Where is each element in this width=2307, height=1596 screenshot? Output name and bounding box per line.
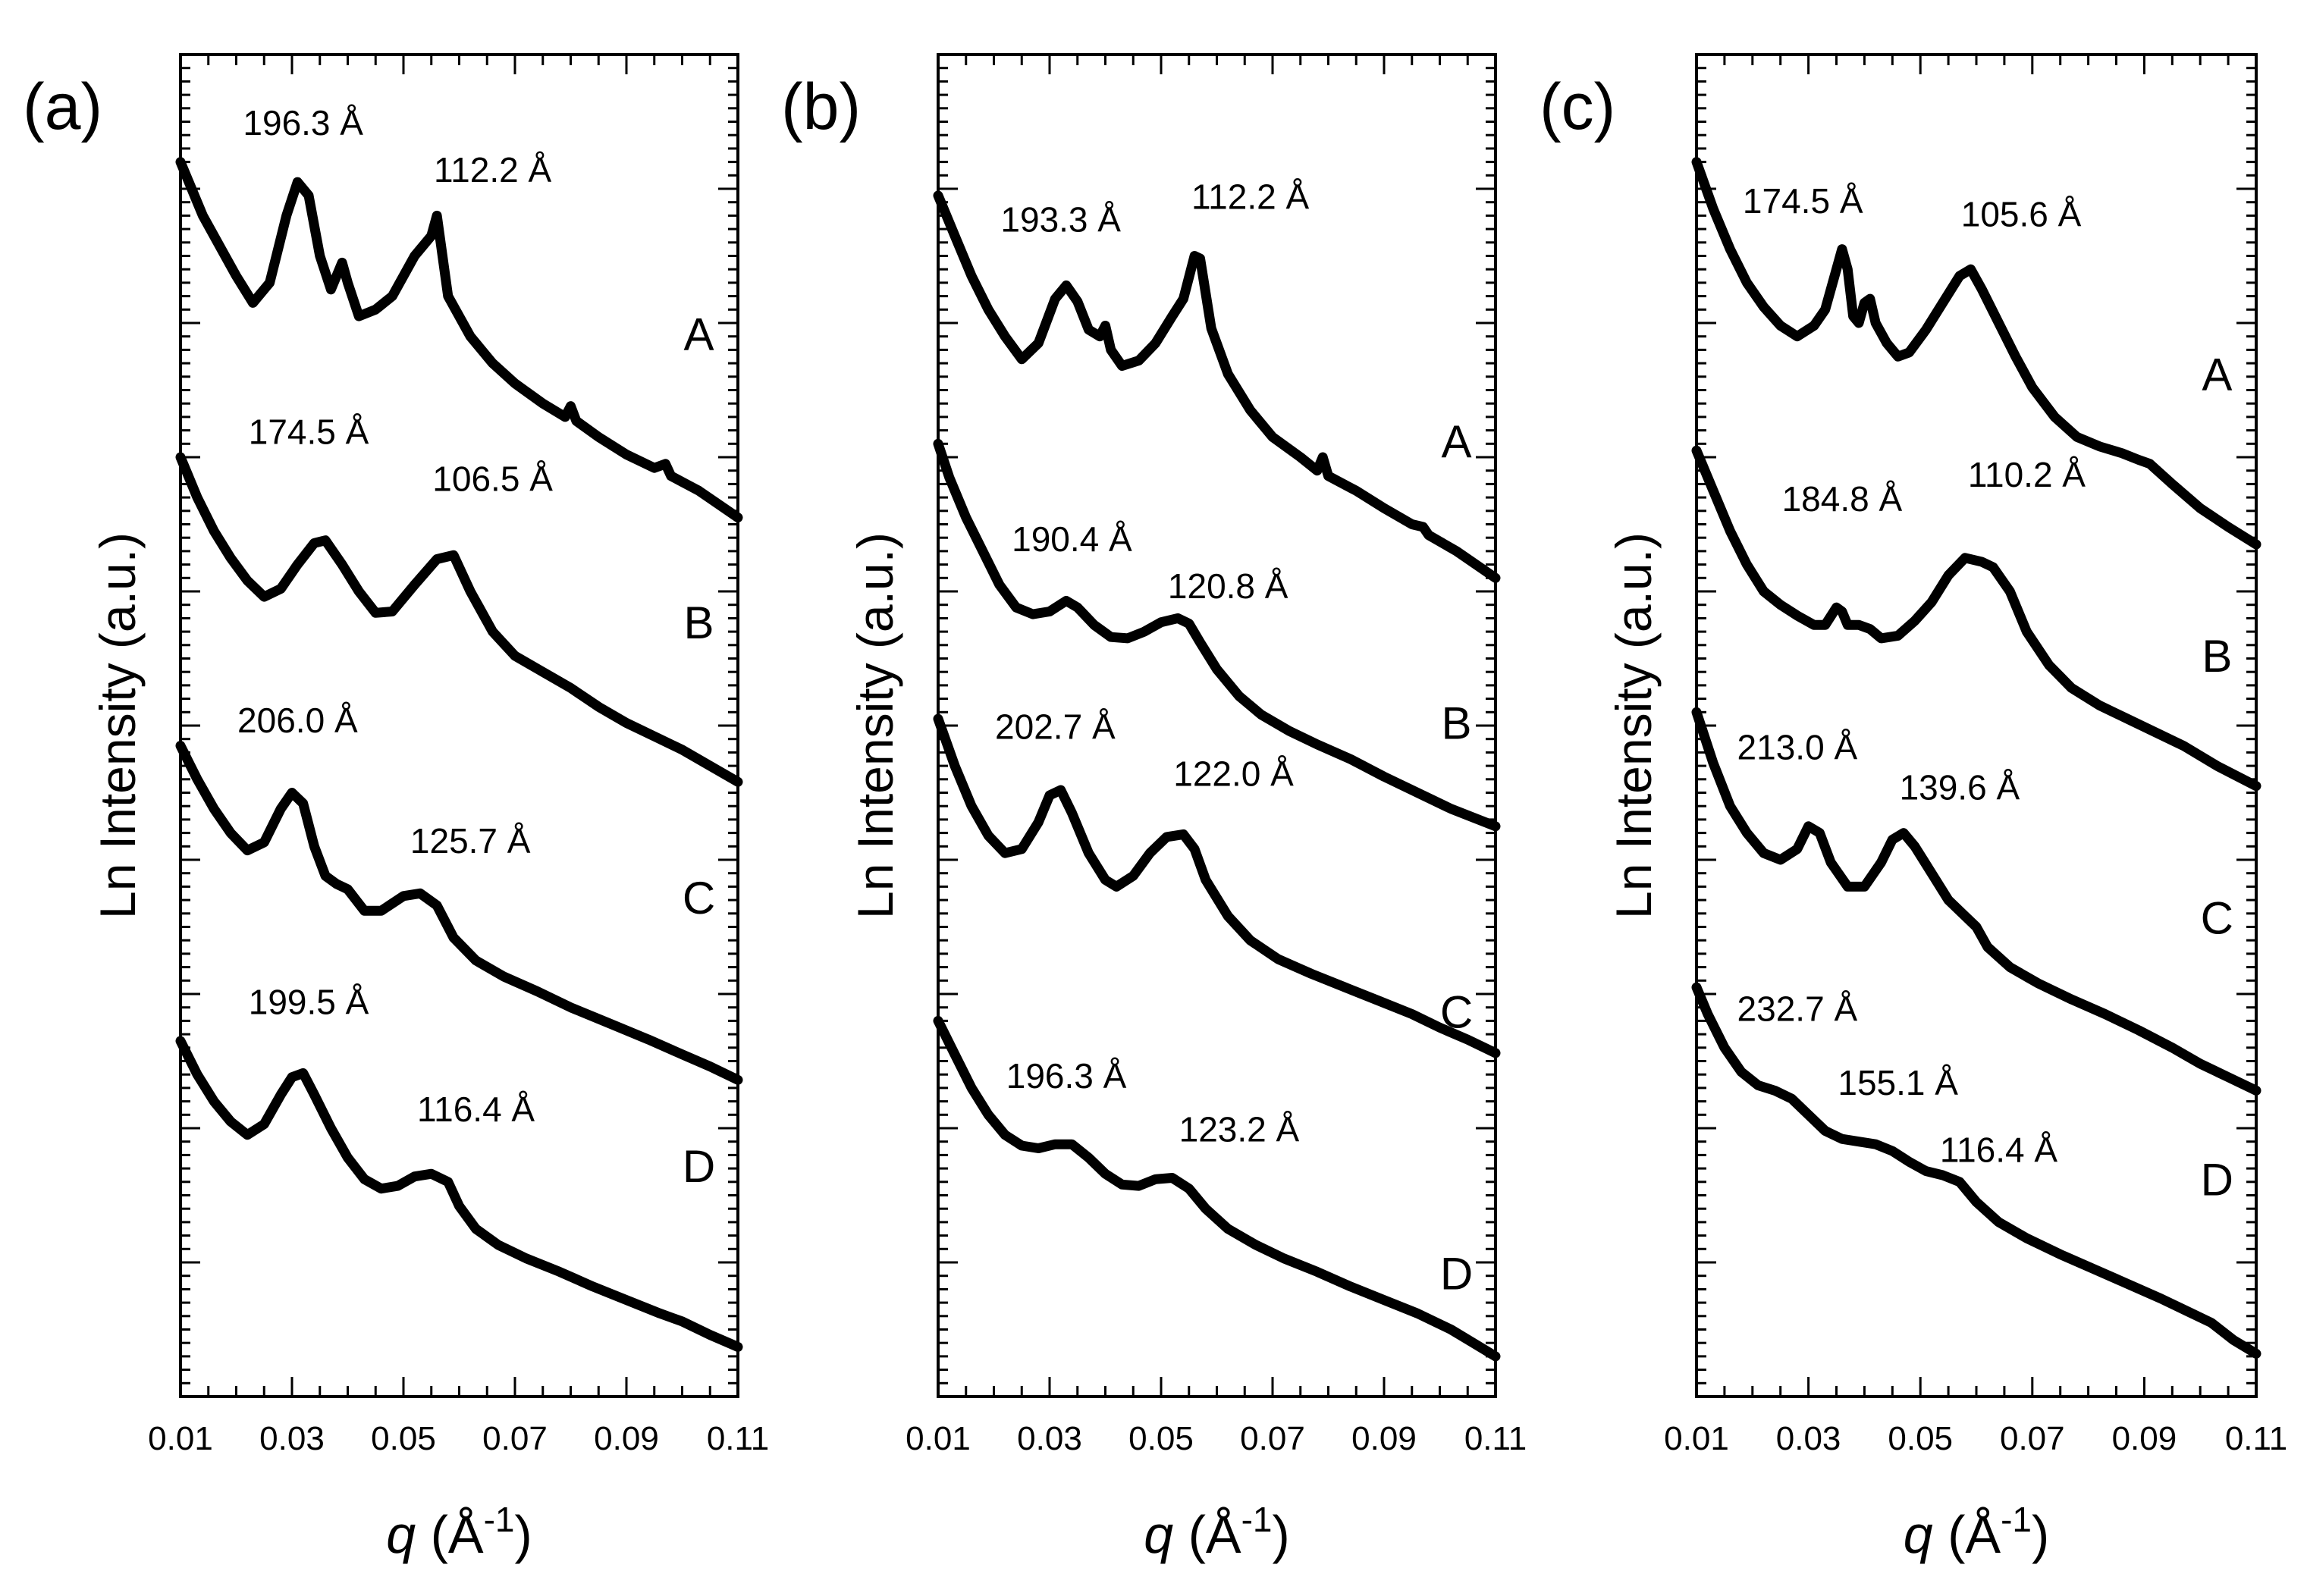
series-label-A: A <box>2202 350 2232 400</box>
peak-annotation: 174.5 Å <box>1743 181 1863 221</box>
series-curve-D <box>175 1036 743 1352</box>
series-curve-A <box>1691 157 2261 550</box>
peak-annotation: 199.5 Å <box>249 983 369 1022</box>
x-axis-label-part: q <box>1904 1505 1948 1564</box>
x-axis-label-part: (Å <box>1948 1505 2001 1564</box>
peak-annotation: 105.6 Å <box>1961 195 2082 234</box>
x-tick-label: 0.09 <box>1351 1420 1417 1457</box>
series-label-C: C <box>683 873 715 923</box>
x-tick-label: 0.01 <box>148 1420 213 1457</box>
panel-2: (b) Ln Intensity (a.u.) 0.01 0.03 0.05 0.07 0.… <box>781 53 1527 1564</box>
x-axis-label-part: -1 <box>1241 1500 1273 1539</box>
x-tick-label: 0.07 <box>1240 1420 1305 1457</box>
x-tick-label: 0.11 <box>2225 1420 2287 1457</box>
peak-annotation: 206.0 Å <box>237 701 358 740</box>
x-axis-label-part: (Å <box>431 1505 484 1564</box>
x-axis-label-part: q <box>386 1505 430 1564</box>
x-tick-label: 0.09 <box>2112 1420 2177 1457</box>
x-axis-label-part: ) <box>1272 1505 1289 1564</box>
series-curve-C <box>933 713 1501 1058</box>
x-axis-label-part: ) <box>514 1505 532 1564</box>
x-tick-label: 0.01 <box>1664 1420 1729 1457</box>
peak-annotation: 106.5 Å <box>432 459 553 498</box>
series-label-D: D <box>683 1141 715 1192</box>
series-label-D: D <box>2201 1155 2233 1206</box>
x-tick-label: 0.11 <box>1464 1420 1527 1457</box>
series-label-C: C <box>2201 892 2233 943</box>
peak-annotation: 110.2 Å <box>1968 455 2086 494</box>
series-curve-B <box>933 438 1501 832</box>
x-axis-label-part: -1 <box>2001 1500 2032 1539</box>
x-tick-label: 0.07 <box>482 1420 548 1457</box>
peak-annotation: 116.4 Å <box>1940 1130 2057 1169</box>
series-curve-D <box>1691 982 2261 1359</box>
peak-annotation: 139.6 Å <box>1900 767 2020 807</box>
x-tick-label: 0.05 <box>1888 1420 1953 1457</box>
peak-annotation: 155.1 Å <box>1838 1063 1958 1102</box>
peak-annotation: 202.7 Å <box>995 707 1116 747</box>
y-axis-label: Ln Intensity (a.u.) <box>847 532 903 919</box>
peak-annotation: 196.3 Å <box>1006 1056 1127 1096</box>
y-axis-label: Ln Intensity (a.u.) <box>1605 532 1662 919</box>
series-curve-B <box>1691 445 2261 792</box>
x-tick-label: 0.05 <box>1128 1420 1194 1457</box>
peak-annotation: 190.4 Å <box>1012 519 1132 559</box>
series-curve-C <box>175 741 743 1085</box>
peak-annotation: 116.4 Å <box>417 1090 535 1129</box>
peak-annotation: 174.5 Å <box>249 412 369 451</box>
peak-annotation: 232.7 Å <box>1737 989 1858 1028</box>
peak-annotation: 196.3 Å <box>243 103 363 143</box>
peak-annotation: 125.7 Å <box>410 821 531 861</box>
series-label-B: B <box>2202 631 2232 682</box>
series-curve-C <box>1691 707 2261 1096</box>
series-label-A: A <box>1442 416 1472 467</box>
x-tick-label: 0.01 <box>906 1420 971 1457</box>
x-tick-label: 0.03 <box>259 1420 325 1457</box>
panel-1: (a) Ln Intensity (a.u.) 0.01 0.03 0.05 0.07 0.… <box>23 53 769 1564</box>
peak-annotation: 120.8 Å <box>1168 566 1288 606</box>
x-tick-label: 0.11 <box>707 1420 769 1457</box>
panel-letter: (a) <box>23 71 102 143</box>
series-curve-B <box>175 452 743 787</box>
x-tick-label: 0.09 <box>594 1420 659 1457</box>
x-tick-label: 0.07 <box>2000 1420 2065 1457</box>
x-axis-label-part: (Å <box>1188 1505 1241 1564</box>
x-tick-label: 0.05 <box>371 1420 436 1457</box>
panel-letter: (c) <box>1540 71 1615 143</box>
panel-3: (c) Ln Intensity (a.u.) 0.01 0.03 0.05 0.07 0.… <box>1540 53 2287 1564</box>
series-label-B: B <box>1442 698 1472 749</box>
peak-annotation: 184.8 Å <box>1782 479 1903 519</box>
series-curve-A <box>175 157 743 523</box>
x-axis-label: q (Å-1) <box>386 1500 532 1564</box>
peak-annotation: 123.2 Å <box>1179 1110 1300 1149</box>
peak-annotation: 193.3 Å <box>1000 200 1121 240</box>
x-tick-label: 0.03 <box>1776 1420 1841 1457</box>
peak-annotation: 112.2 Å <box>1191 177 1309 217</box>
series-curve-A <box>933 190 1501 583</box>
peak-annotation: 213.0 Å <box>1737 727 1858 767</box>
series-curve-D <box>933 1015 1501 1362</box>
series-label-A: A <box>684 309 714 359</box>
series-label-C: C <box>1440 986 1473 1037</box>
y-axis-label: Ln Intensity (a.u.) <box>89 532 146 919</box>
x-axis-label-part: q <box>1144 1505 1188 1564</box>
x-axis-label: q (Å-1) <box>1904 1500 2050 1564</box>
peak-annotation: 112.2 Å <box>434 150 551 190</box>
x-tick-label: 0.03 <box>1017 1420 1082 1457</box>
series-label-B: B <box>684 597 714 648</box>
peak-annotation: 122.0 Å <box>1173 754 1294 794</box>
panel-letter: (b) <box>781 71 861 143</box>
x-axis-label-part: ) <box>2032 1505 2049 1564</box>
x-axis-label: q (Å-1) <box>1144 1500 1290 1564</box>
series-label-D: D <box>1440 1248 1473 1299</box>
x-axis-label-part: -1 <box>484 1500 515 1539</box>
